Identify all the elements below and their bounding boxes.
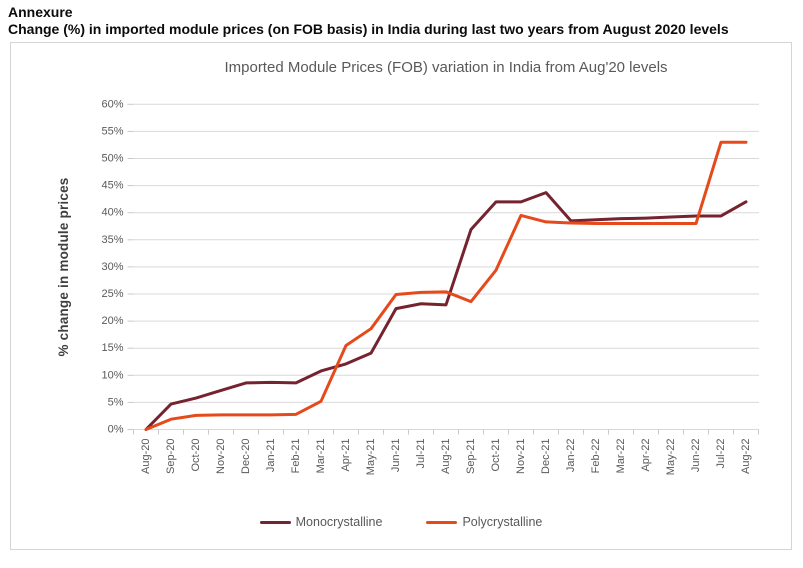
x-tick-label: Dec-21 xyxy=(540,439,552,474)
x-tick-label: Feb-21 xyxy=(290,439,302,474)
x-tick-label: Apr-21 xyxy=(340,439,352,472)
x-tick-label: Aug-20 xyxy=(140,439,152,474)
legend-label-polycrystalline: Polycrystalline xyxy=(462,515,543,529)
legend-item-monocrystalline: Monocrystalline xyxy=(259,515,383,529)
document-heading: Change (%) in imported module prices (on… xyxy=(8,21,729,37)
polycrystalline-series-line xyxy=(144,140,748,431)
chart-plot-area: 0% 5% 10% 15% 20% 25% 30% 35% 40% 45% 50% 55% 60% Aug… xyxy=(101,98,759,476)
y-tick-label: 10% xyxy=(101,369,123,381)
monocrystalline-series-line xyxy=(144,191,748,431)
y-tick-label: 45% xyxy=(101,180,123,192)
x-tick-label: Dec-20 xyxy=(240,439,252,474)
chart-title: Imported Module Prices (FOB) variation i… xyxy=(224,59,668,76)
monocrystalline-line-swatch-icon xyxy=(259,520,291,524)
x-tick-label: May-21 xyxy=(365,439,377,476)
chart-container: 0% 5% 10% 15% 20% 25% 30% 35% 40% 45% 50% 55% 60% Aug… xyxy=(10,42,792,550)
x-tick-label: Sep-21 xyxy=(465,439,477,474)
y-tick-label: 0% xyxy=(108,424,124,436)
y-tick-label: 50% xyxy=(101,153,123,165)
y-tick-label: 5% xyxy=(108,396,124,408)
x-tick-label: Aug-22 xyxy=(740,439,752,474)
y-tick-label: 40% xyxy=(101,207,123,219)
y-tick-label: 55% xyxy=(101,125,123,137)
y-tick-label: 15% xyxy=(101,342,123,354)
y-tick-label: 60% xyxy=(101,98,123,110)
x-tick-label: Feb-22 xyxy=(590,439,602,474)
legend-label-monocrystalline: Monocrystalline xyxy=(295,515,383,529)
x-tick-label: Mar-21 xyxy=(315,439,327,474)
y-tick-label: 35% xyxy=(101,234,123,246)
x-tick-label: Jul-21 xyxy=(415,439,427,469)
legend-item-polycrystalline: Polycrystalline xyxy=(426,515,542,529)
x-tick-label: Jan-21 xyxy=(265,439,277,473)
x-tick-label: Oct-21 xyxy=(490,439,502,472)
x-tick-label: Jan-22 xyxy=(565,439,577,473)
x-tick-label: Nov-20 xyxy=(215,439,227,474)
x-tick-label: Sep-20 xyxy=(165,439,177,474)
chart-legend: Monocrystalline Polycrystalline xyxy=(11,515,791,529)
x-tick-label: Jul-22 xyxy=(715,439,727,469)
x-tick-label: Nov-21 xyxy=(515,439,527,474)
polycrystalline-line-swatch-icon xyxy=(426,520,458,524)
x-tick-label: May-22 xyxy=(665,439,677,476)
x-tick-label: Oct-20 xyxy=(190,439,202,472)
y-axis-title: % change in module prices xyxy=(56,177,71,357)
y-tick-label: 25% xyxy=(101,288,123,300)
x-tick-label: Jun-22 xyxy=(690,439,702,473)
y-tick-label: 30% xyxy=(101,261,123,273)
y-tick-label: 20% xyxy=(101,315,123,327)
x-tick-label: Jun-21 xyxy=(390,439,402,473)
x-tick-label: Mar-22 xyxy=(615,439,627,474)
annexure-label: Annexure xyxy=(8,4,73,20)
x-tick-label: Apr-22 xyxy=(640,439,652,472)
x-tick-label: Aug-21 xyxy=(440,439,452,474)
